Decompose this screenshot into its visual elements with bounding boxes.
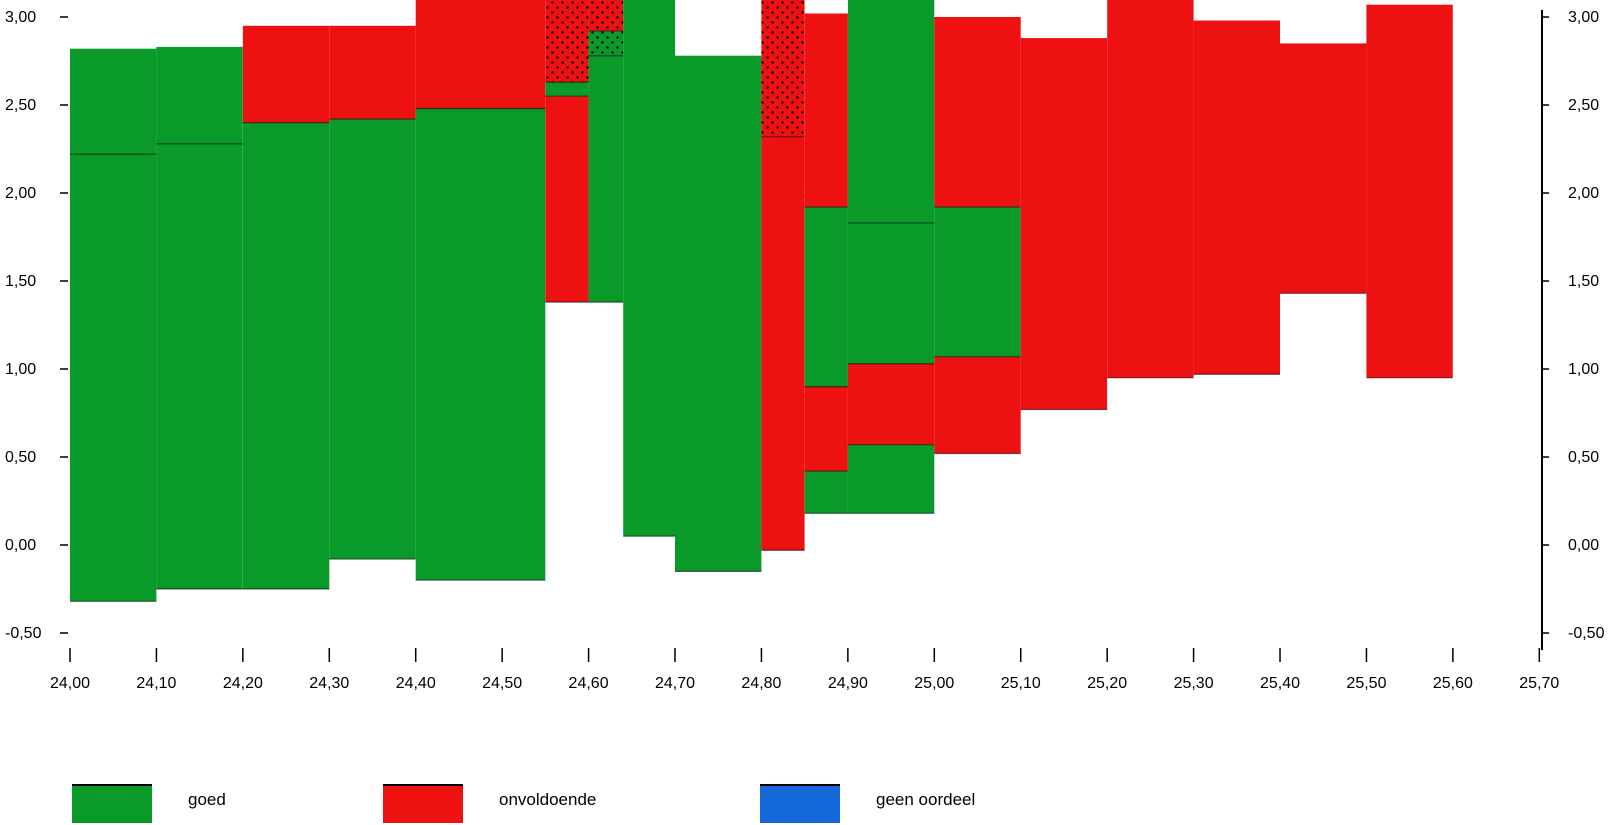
segment-onvoldoende xyxy=(804,386,848,472)
x-tick-label: 25,20 xyxy=(1087,675,1127,692)
segment-onvoldoende xyxy=(1107,0,1194,378)
x-tick-label: 24,60 xyxy=(569,675,609,692)
x-tick-label: 24,00 xyxy=(50,675,90,692)
right-y-axis: 6,005,505,004,504,003,503,002,502,001,50… xyxy=(1541,9,1605,650)
y-tick-label-left: 2,00 xyxy=(5,185,36,202)
y-tick-label-right: -0,50 xyxy=(1568,625,1605,642)
segment-goed xyxy=(70,48,157,155)
x-tick-label: 25,70 xyxy=(1519,675,1559,692)
segment-goed xyxy=(934,207,1021,357)
y-tick-label-left: 0,00 xyxy=(5,537,36,554)
y-tick-label-right: 1,50 xyxy=(1568,273,1599,290)
segment-hatch xyxy=(761,0,805,137)
segment-onvoldoende xyxy=(545,96,589,303)
y-tick-label-left: 2,50 xyxy=(5,97,36,114)
y-tick-label-left: -0,50 xyxy=(5,625,42,642)
segment-onvoldoende xyxy=(329,25,416,120)
segment-hatch xyxy=(588,0,624,32)
segment-onvoldoende xyxy=(761,136,805,551)
segment-onvoldoende xyxy=(934,356,1021,454)
x-tick-label: 24,20 xyxy=(223,675,263,692)
y-tick-label-right: 2,00 xyxy=(1568,185,1599,202)
segment-onvoldoende xyxy=(847,363,935,445)
segment-goed xyxy=(847,444,935,514)
x-tick-label: 24,90 xyxy=(828,675,868,692)
legend-label-geen_oordeel: geen oordeel xyxy=(876,790,975,809)
segment-onvoldoende xyxy=(1193,20,1280,375)
x-tick-label: 25,50 xyxy=(1346,675,1386,692)
x-axis: 24,00 24,10 24,20 24,30 24,40 24,50 24,60 24,70… xyxy=(50,648,1559,692)
y-tick-label-right: 1,00 xyxy=(1568,361,1599,378)
left-y-axis: 6,005,505,004,504,003,503,002,502,001,50… xyxy=(5,9,68,642)
segment-goed xyxy=(623,0,676,537)
segment-onvoldoende xyxy=(242,25,330,123)
segment-onvoldoende xyxy=(415,0,546,109)
segment-goed xyxy=(329,119,416,560)
y-tick-label-left: 3,00 xyxy=(5,9,36,26)
legend: goed onvoldoende geen oordeel xyxy=(72,784,975,823)
y-tick-label-left: 1,50 xyxy=(5,273,36,290)
segment-goed xyxy=(70,154,157,602)
y-tick-label-right: 0,00 xyxy=(1568,537,1599,554)
legend-swatch-goed xyxy=(72,785,152,823)
segment-onvoldoende xyxy=(1280,43,1367,294)
segment-onvoldoende xyxy=(1020,38,1108,410)
x-tick-label: 24,40 xyxy=(396,675,436,692)
segment-goed xyxy=(588,55,624,303)
x-tick-label: 24,50 xyxy=(482,675,522,692)
x-tick-label: 25,40 xyxy=(1260,675,1300,692)
x-tick-label: 25,10 xyxy=(1001,675,1041,692)
x-tick-label: 24,70 xyxy=(655,675,695,692)
legend-swatch-geen_oordeel xyxy=(760,785,840,823)
segment-hatch xyxy=(588,31,624,56)
legend-swatch-onvoldoende xyxy=(383,785,463,823)
x-tick-label: 24,30 xyxy=(309,675,349,692)
segment-onvoldoende xyxy=(1366,4,1453,378)
segment-goed xyxy=(156,46,243,144)
segment-goed xyxy=(804,207,848,387)
data-segments xyxy=(70,0,1453,602)
y-tick-label-right: 3,00 xyxy=(1568,9,1599,26)
segment-onvoldoende xyxy=(804,13,848,208)
segment-goed xyxy=(415,108,546,581)
x-tick-label: 25,60 xyxy=(1433,675,1473,692)
segment-goed xyxy=(242,122,330,589)
segment-hatch xyxy=(545,0,589,83)
x-tick-label: 25,00 xyxy=(914,675,954,692)
y-tick-label-left: 0,50 xyxy=(5,449,36,466)
x-tick-label: 24,10 xyxy=(136,675,176,692)
segment-goed xyxy=(804,471,848,514)
segment-goed xyxy=(675,55,762,572)
legend-label-goed: goed xyxy=(188,790,226,809)
segment-goed xyxy=(545,82,589,97)
y-tick-label-right: 0,50 xyxy=(1568,449,1599,466)
segment-onvoldoende xyxy=(934,17,1021,208)
legend-label-onvoldoende: onvoldoende xyxy=(499,790,596,809)
x-tick-label: 25,30 xyxy=(1174,675,1214,692)
segment-goed xyxy=(156,143,243,589)
segment-goed xyxy=(847,222,935,364)
segment-goed xyxy=(847,0,935,223)
y-tick-label-right: 2,50 xyxy=(1568,97,1599,114)
y-tick-label-left: 1,00 xyxy=(5,361,36,378)
x-tick-label: 24,80 xyxy=(741,675,781,692)
